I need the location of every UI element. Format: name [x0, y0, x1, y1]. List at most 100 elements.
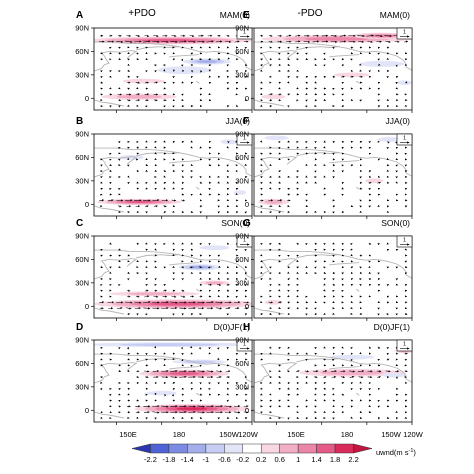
wind-vector — [244, 313, 248, 316]
wind-vector — [206, 40, 214, 43]
wind-vector — [144, 370, 150, 373]
anomaly-blob — [365, 178, 384, 184]
wind-vector — [244, 176, 248, 179]
coastline-arctic — [254, 353, 340, 360]
wind-vector — [277, 301, 282, 304]
lat-tick-label: 0 — [245, 94, 249, 103]
wind-vector — [278, 157, 281, 160]
wind-vector — [260, 64, 264, 67]
lon-tick: 150W — [381, 430, 402, 439]
wind-vector — [305, 163, 308, 166]
coastline-hawaii — [356, 392, 360, 396]
wind-vector — [244, 46, 247, 50]
reference-vector-label: 1 — [403, 30, 406, 36]
wind-vector — [109, 169, 112, 172]
wind-vector — [154, 99, 158, 102]
wind-vector — [296, 254, 299, 257]
wind-vector — [341, 248, 344, 252]
season-label: D(0)JF(1) — [214, 322, 251, 332]
wind-vector — [154, 187, 157, 190]
wind-vector — [235, 192, 238, 196]
lat-tick-label: 60N — [235, 255, 249, 264]
panel-label: H — [243, 322, 250, 333]
wind-vector — [287, 278, 290, 281]
coastline-arctic — [254, 41, 340, 48]
wind-vector — [341, 81, 344, 85]
panel-label: A — [76, 10, 83, 21]
lat-tick-label: 90N — [75, 24, 89, 33]
lat-tick-label: 60N — [75, 153, 89, 162]
lat-tick-label: 90N — [235, 130, 249, 139]
coastline-aleutians — [329, 366, 360, 370]
wind-vector — [100, 358, 103, 361]
wind-vector — [163, 169, 167, 172]
coastline-north-america — [136, 254, 252, 279]
wind-vector — [323, 382, 327, 385]
lat-tick-label: 0 — [85, 406, 89, 415]
wind-vector — [385, 40, 391, 43]
wind-vector — [190, 52, 194, 55]
wind-vector — [190, 70, 194, 73]
wind-vector — [181, 81, 184, 84]
wind-vector — [341, 147, 344, 150]
wind-vector — [404, 52, 408, 55]
coastline-aleutians — [329, 262, 360, 266]
reference-vector-label: 1 — [403, 238, 406, 244]
anomaly-blob — [205, 281, 224, 285]
wind-vector — [172, 265, 175, 268]
wind-vector — [386, 210, 390, 213]
wind-vector — [217, 254, 221, 257]
wind-vector — [190, 248, 194, 251]
wind-vector — [368, 170, 372, 173]
wind-vector — [404, 265, 408, 269]
wind-vector — [305, 199, 308, 202]
wind-vector — [314, 141, 317, 144]
wind-vector — [136, 86, 139, 90]
wind-vector — [350, 278, 354, 281]
wind-vector — [136, 399, 139, 402]
wind-vector — [341, 93, 344, 96]
wind-vector — [305, 181, 308, 184]
wind-vector — [330, 34, 337, 37]
coastline-aleutians — [329, 160, 360, 164]
coastline-new-guinea — [94, 307, 125, 315]
wind-vector — [136, 52, 139, 55]
wind-vector — [144, 295, 150, 298]
wind-vector — [244, 87, 248, 90]
wind-vector — [405, 81, 408, 84]
wind-vector — [368, 175, 372, 178]
lat-tick-label: 30N — [235, 70, 249, 79]
coastline-new-guinea — [254, 411, 285, 419]
wind-vector — [269, 393, 272, 396]
wind-vector — [332, 169, 335, 172]
season-label: JJA(0) — [225, 116, 250, 126]
anomaly-blob — [261, 94, 286, 100]
wind-vector — [226, 46, 230, 49]
wind-vector — [404, 199, 408, 202]
wind-vector — [359, 254, 363, 257]
wind-vector — [244, 211, 247, 214]
wind-vector — [323, 271, 327, 274]
wind-vector — [377, 405, 380, 408]
wind-vector — [181, 249, 184, 252]
wind-vector — [278, 375, 281, 378]
wind-vector — [217, 277, 220, 280]
wind-vector — [109, 399, 112, 402]
lat-tick-label: 60N — [75, 255, 89, 264]
wind-vector — [199, 46, 203, 49]
lon-axis-right: 150E 180 150W 120W — [287, 430, 423, 439]
wind-vector — [163, 52, 166, 55]
wind-vector — [305, 92, 308, 95]
wind-vectors — [98, 34, 249, 108]
wind-vector — [118, 260, 121, 263]
wind-vector — [226, 87, 230, 90]
wind-vector — [127, 393, 130, 396]
wind-vector — [244, 307, 249, 310]
wind-vector — [260, 278, 263, 281]
column-title-pos-pdo: +PDO — [128, 8, 156, 19]
wind-vector — [305, 81, 309, 84]
wind-vector — [153, 34, 159, 38]
colorbar-tick-label: 1.8 — [330, 455, 340, 464]
wind-vector — [172, 158, 176, 161]
